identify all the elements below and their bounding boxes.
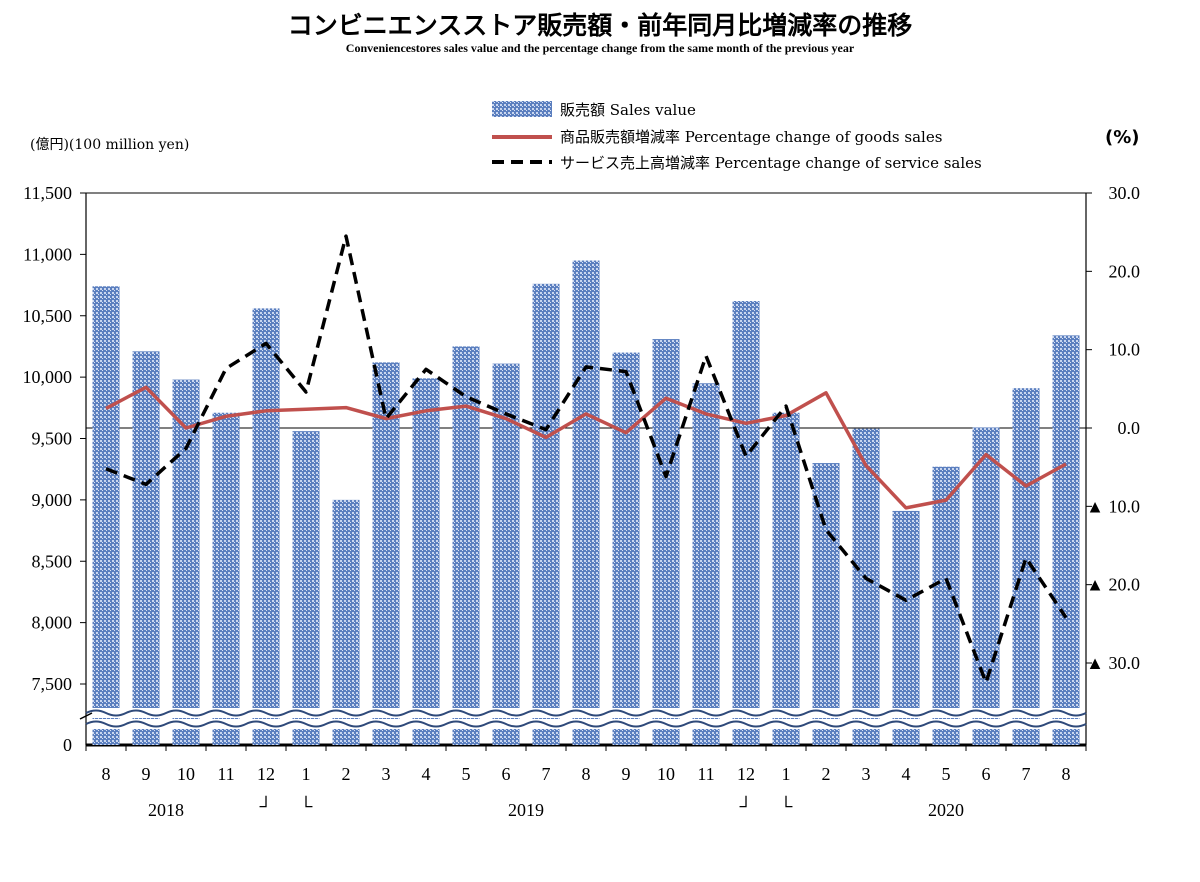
x-tick-label-12: 8: [582, 764, 591, 784]
right-tick-label-6: ▲ 30.0: [1086, 653, 1140, 673]
x-tick-label-11: 7: [542, 764, 551, 784]
break-wave-0: [85, 709, 1087, 717]
axis-break-waves: [79, 708, 1087, 729]
legend: 販売額 Sales value 商品販売額増減率 Percentage chan…: [492, 101, 982, 172]
left-break-mark: [79, 712, 93, 720]
bar-24: [1052, 335, 1080, 745]
service-line: [105, 234, 1068, 685]
chart-title: コンビニエンスストア販売額・前年同月比増減率の推移: [287, 11, 913, 40]
year-break-mark-3: └: [780, 795, 793, 816]
right-tick-label-0: 30.0: [1109, 183, 1141, 203]
legend-label-sales: 販売額 Sales value: [560, 101, 696, 119]
bar-15: [692, 383, 720, 745]
x-tick-label-9: 5: [462, 764, 471, 784]
x-tick-label-4: 12: [257, 764, 275, 784]
goods-line: [105, 385, 1067, 510]
bar-22: [972, 427, 1000, 745]
left-tick-label-zero: 0: [63, 735, 72, 755]
bar-5: [292, 431, 320, 745]
bar-7: [372, 362, 400, 745]
bars-group: [92, 260, 1080, 745]
right-tick-label-1: 20.0: [1109, 261, 1141, 281]
break-wave-1: [85, 720, 1087, 728]
x-tick-label-8: 4: [422, 764, 431, 784]
year-label-0: 2018: [148, 800, 184, 820]
x-tick-label-18: 2: [822, 764, 831, 784]
bar-11: [532, 283, 560, 745]
bar-8: [412, 378, 440, 745]
bar-19: [852, 428, 880, 745]
x-tick-label-22: 6: [982, 764, 991, 784]
year-label-2: 2020: [928, 800, 964, 820]
x-tick-label-23: 7: [1022, 764, 1031, 784]
year-break-mark-1: └: [300, 795, 313, 816]
year-break-mark-0: ┘: [259, 795, 273, 816]
bar-1: [132, 351, 160, 745]
left-tick-label-2: 10,500: [23, 306, 73, 326]
bar-4: [252, 308, 280, 745]
left-tick-label-0: 11,500: [23, 183, 72, 203]
x-tick-label-15: 11: [697, 764, 714, 784]
x-tick-label-1: 9: [142, 764, 151, 784]
x-tick-label-10: 6: [502, 764, 511, 784]
bar-2: [172, 379, 200, 745]
bar-13: [612, 352, 640, 745]
x-tick-label-20: 4: [902, 764, 911, 784]
x-tick-label-24: 8: [1062, 764, 1071, 784]
x-tick-label-3: 11: [217, 764, 234, 784]
right-axis-ticks: 30.0 20.0 10.0 0.0 ▲ 10.0 ▲ 20.0 ▲ 30.0: [1086, 183, 1140, 673]
x-tick-label-14: 10: [657, 764, 675, 784]
x-tick-label-17: 1: [782, 764, 791, 784]
left-tick-label-7: 8,000: [32, 613, 73, 633]
left-axis-unit: (億円)(100 million yen): [30, 137, 189, 153]
left-tick-label-6: 8,500: [32, 551, 73, 571]
bar-12: [572, 260, 600, 745]
left-tick-label-5: 9,000: [32, 490, 73, 510]
bar-16: [732, 301, 760, 745]
left-tick-label-4: 9,500: [32, 429, 73, 449]
legend-label-service: サービス売上高増減率 Percentage change of service …: [560, 154, 982, 172]
x-tick-label-2: 10: [177, 764, 195, 784]
left-tick-label-8: 7,500: [32, 674, 73, 694]
x-tick-label-13: 9: [622, 764, 631, 784]
bar-17: [772, 412, 800, 745]
year-break-mark-2: ┘: [739, 795, 753, 816]
right-tick-label-4: ▲ 10.0: [1086, 496, 1140, 516]
left-axis-ticks: 11,500 11,000 10,500 10,000 9,500 9,000 8,500 8…: [23, 183, 86, 755]
chart-subtitle: Conveniencestores sales value and the pe…: [345, 41, 855, 55]
legend-swatch-sales: [492, 101, 552, 117]
bar-18: [812, 463, 840, 745]
legend-label-goods: 商品販売額増減率 Percentage change of goods sale…: [560, 128, 942, 146]
x-tick-label-16: 12: [737, 764, 755, 784]
lines-group: [105, 234, 1068, 685]
bar-23: [1012, 388, 1040, 745]
bar-3: [212, 412, 240, 745]
right-tick-label-5: ▲ 20.0: [1086, 575, 1140, 595]
right-axis-unit: (%): [1105, 127, 1140, 148]
x-tick-label-0: 8: [102, 764, 111, 784]
bar-6: [332, 499, 360, 745]
x-tick-label-6: 2: [342, 764, 351, 784]
bar-10: [492, 363, 520, 745]
x-tick-label-5: 1: [302, 764, 311, 784]
left-tick-label-3: 10,000: [23, 367, 73, 387]
right-tick-label-2: 10.0: [1109, 340, 1141, 360]
bar-0: [92, 286, 120, 745]
year-label-1: 2019: [508, 800, 544, 820]
x-tick-label-21: 5: [942, 764, 951, 784]
bar-20: [892, 510, 920, 745]
bar-9: [452, 346, 480, 745]
x-tick-label-19: 3: [862, 764, 871, 784]
x-tick-label-7: 3: [382, 764, 391, 784]
right-tick-label-3: 0.0: [1118, 418, 1141, 438]
left-tick-label-1: 11,000: [23, 244, 72, 264]
